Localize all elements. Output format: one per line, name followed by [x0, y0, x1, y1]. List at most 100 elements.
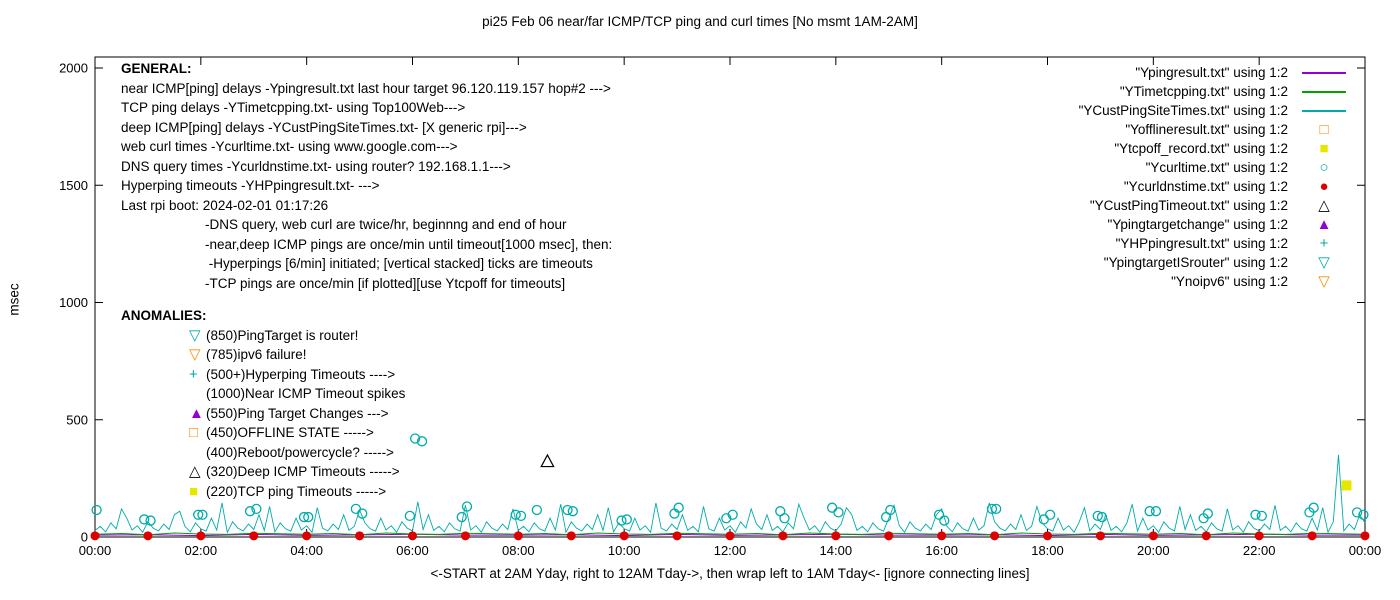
point-Ycurltime	[298, 511, 310, 523]
x-tick-label: 18:00	[1031, 543, 1064, 558]
legend-item-label: "Ynoipv6" using 1:2	[1171, 274, 1288, 289]
legend-item: "YHPpingresult.txt" using 1:2 +	[1079, 234, 1352, 253]
point-Ycurltime	[456, 511, 467, 523]
point-Ycurltime	[939, 515, 950, 526]
triangle-filled-icon: ▲	[189, 404, 204, 422]
anomaly-item: (400)Reboot/powercycle? ----->	[189, 443, 405, 463]
point-Ycurltime	[357, 508, 368, 519]
point-Ytcpoff_record	[1341, 480, 1352, 491]
point-Ycurldnstime	[937, 531, 947, 541]
point-Ycurldnstime	[1307, 531, 1317, 541]
triangle-open-icon: △	[189, 463, 201, 481]
x-tick-label: 00:00	[1349, 543, 1382, 558]
legend-item: "Ycurltime.txt" using 1:2 ○	[1079, 158, 1352, 177]
x-tick-label: 22:00	[1243, 543, 1276, 558]
point-YCustPingTimeout	[540, 453, 555, 468]
anomaly-item: (1000)Near ICMP Timeout spikes	[189, 384, 405, 404]
legend-item: "Ytcpoff_record.txt" using 1:2 ■	[1079, 139, 1352, 158]
legend-item-sample: +	[1296, 236, 1352, 251]
point-Ycurltime	[1150, 506, 1162, 517]
point-Ycurltime	[826, 502, 838, 513]
point-Ycurldnstime	[249, 531, 259, 541]
square-open-icon: □	[189, 424, 199, 442]
general-note: -TCP pings are once/min [if plotted][use…	[205, 275, 566, 291]
point-Ycurltime	[1351, 507, 1363, 518]
point-Ycurltime	[515, 510, 527, 522]
anomaly-lines: ▽ (850)PingTarget is router! ▽ (785)ipv6 fa…	[121, 326, 405, 502]
point-Ycurltime	[1250, 509, 1261, 520]
x-tick-label: 14:00	[820, 543, 853, 558]
y-tick-label: 500	[66, 412, 88, 427]
point-Ycurltime	[621, 514, 632, 525]
legend-item: "Ypingresult.txt" using 1:2	[1079, 63, 1352, 82]
legend-item-label: "YHPpingresult.txt" using 1:2	[1115, 236, 1288, 251]
legend-item: "Ypingtargetchange" using 1:2 ▲	[1079, 215, 1352, 234]
legend-line-sample-icon	[1302, 90, 1346, 93]
square-filled-icon: ■	[189, 482, 199, 500]
circle-filled-icon: ●	[1319, 178, 1329, 195]
anomaly-text: (1000)Near ICMP Timeout spikes	[206, 386, 406, 401]
point-Ycurltime	[1144, 506, 1155, 517]
anomaly-text: (785)ipv6 failure!	[206, 347, 307, 362]
general-annotations: GENERAL: near ICMP[ping] delays -Ypingre…	[121, 59, 612, 293]
legend-item-label: "YpingtargetISrouter" using 1:2	[1103, 255, 1288, 270]
triangle-down-open-icon: ▽	[189, 346, 201, 364]
point-Ycurltime	[779, 513, 790, 524]
legend-item: "Ynoipv6" using 1:2 ▽	[1079, 272, 1352, 291]
legend-item: "YTimetcpping.txt" using 1:2	[1079, 82, 1352, 101]
point-Ycurldnstime	[990, 531, 1000, 541]
point-Ycurltime	[1358, 509, 1369, 520]
x-tick-label: 00:00	[79, 543, 112, 558]
legend-item-sample: ▽	[1296, 255, 1352, 270]
legend-item-label: "Ycurltime.txt" using 1:2	[1145, 160, 1288, 175]
legend: "Ypingresult.txt" using 1:2 "YTimetcpping…	[1079, 63, 1352, 291]
general-line: web curl times -Ycurltime.txt- using www…	[121, 139, 458, 154]
legend-item-sample: □	[1296, 122, 1352, 137]
point-Ycurltime	[91, 504, 102, 516]
anomaly-text: (220)TCP ping Timeouts ----->	[206, 483, 387, 499]
legend-item-label: "Ypingtargetchange" using 1:2	[1107, 217, 1288, 232]
square-open-icon: □	[1319, 121, 1329, 138]
point-Ycurltime	[616, 515, 627, 526]
legend-item-sample	[1296, 90, 1352, 93]
point-Ycurltime	[885, 504, 896, 516]
anomaly-text: (550)Ping Target Changes --->	[206, 405, 389, 421]
point-Ycurltime	[416, 436, 428, 447]
legend-item: "Ycurldnstime.txt" using 1:2 ●	[1079, 177, 1352, 196]
anomaly-item: + (500+)Hyperping Timeouts ---->	[189, 365, 405, 385]
general-note: -near,deep ICMP pings are once/min until…	[205, 236, 613, 252]
y-tick-label: 1000	[59, 295, 88, 310]
chart-title: pi25 Feb 06 near/far ICMP/TCP ping and c…	[482, 14, 918, 29]
point-Ycurldnstime	[302, 531, 312, 541]
anomaly-item: ▽ (850)PingTarget is router!	[189, 326, 405, 346]
x-tick-label: 16:00	[925, 543, 958, 558]
general-note: -DNS query, web curl are twice/hr, begin…	[205, 217, 567, 232]
legend-item-sample: ▽	[1296, 274, 1352, 289]
point-Ycurltime	[1092, 510, 1103, 522]
point-Ycurltime	[1256, 510, 1267, 522]
point-Ycurltime	[673, 502, 684, 513]
y-tick-label: 0	[81, 530, 88, 545]
anomaly-text: (450)OFFLINE STATE ----->	[206, 425, 374, 440]
legend-line-sample-icon	[1302, 71, 1346, 74]
circle-open-icon: ○	[1319, 159, 1329, 176]
x-tick-label: 02:00	[185, 543, 218, 558]
y-tick-label: 2000	[59, 61, 88, 76]
point-Ycurltime	[350, 503, 362, 515]
point-Ycurltime	[197, 509, 208, 520]
x-axis-label: <-START at 2AM Yday, right to 12AM Tday-…	[430, 566, 1030, 581]
point-Ycurltime	[510, 509, 521, 520]
point-Ycurltime	[986, 503, 998, 515]
point-Ycurldnstime	[460, 531, 470, 541]
legend-item: "YCustPingSiteTimes.txt" using 1:2	[1079, 101, 1352, 120]
anomaly-item: □ (450)OFFLINE STATE ----->	[189, 423, 405, 443]
anomalies-title: ANOMALIES:	[121, 308, 207, 323]
x-tick-label: 06:00	[396, 543, 429, 558]
triangle-down-open-icon: ▽	[189, 326, 201, 344]
general-lines: near ICMP[ping] delays -Ypingresult.txt …	[121, 79, 612, 294]
point-Ycurldnstime	[725, 531, 735, 541]
y-tick-label: 1500	[59, 178, 88, 193]
point-Ycurltime	[1202, 508, 1213, 519]
anomaly-item: △ (320)Deep ICMP Timeouts ----->	[189, 462, 405, 482]
